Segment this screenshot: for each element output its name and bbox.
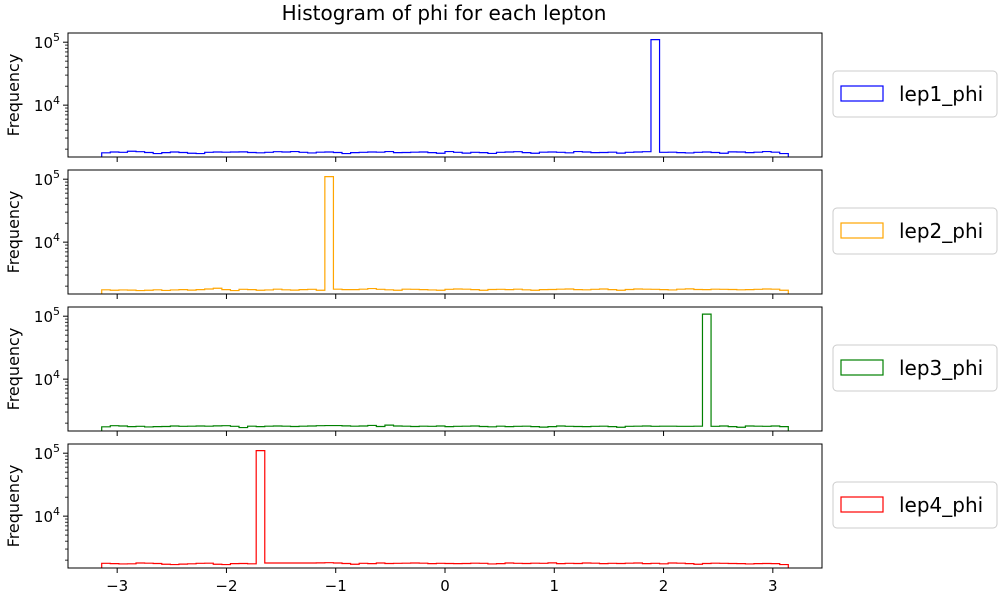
- x-tick-label: 0: [440, 577, 450, 595]
- x-tick-label: 1: [550, 577, 560, 595]
- x-tick-label: −1: [325, 577, 347, 595]
- histogram-step-lep1_phi: [101, 38, 789, 157]
- legend-label: lep3_phi: [899, 356, 983, 380]
- axes-frame-lep1_phi: [67, 32, 823, 158]
- y-axis-label: Frequency: [4, 328, 23, 411]
- panel-lep4_phi: 104 105 −3 −2 −1 0 1 2 3 Frequency lep4_phi: [4, 442, 998, 595]
- axes-frame-lep4_phi: [67, 443, 823, 569]
- axes-frame-lep2_phi: [67, 169, 823, 295]
- x-tick-label: 2: [659, 577, 669, 595]
- legend-lep1_phi: lep1_phi: [832, 70, 998, 118]
- panel-lep2_phi: 104 105 Frequency lep2_phi: [4, 168, 998, 299]
- legend-swatch: [840, 85, 884, 102]
- chart-title: Histogram of phi for each lepton: [282, 1, 607, 25]
- y-axis-label: Frequency: [4, 191, 23, 274]
- y-tick-label: 104: [34, 94, 60, 115]
- histogram-step-lep3_phi: [101, 313, 789, 431]
- legend-swatch: [840, 496, 884, 513]
- x-tick-label: −2: [215, 577, 237, 595]
- legend-box: [832, 70, 998, 118]
- panel-lep3_phi: 104 105 Frequency lep3_phi: [4, 305, 998, 436]
- axes-frame-lep3_phi: [67, 306, 823, 432]
- y-tick-label: 105: [34, 442, 60, 463]
- y-tick-label: 104: [34, 505, 60, 526]
- legend-box: [832, 207, 998, 255]
- y-tick-label: 105: [34, 305, 60, 326]
- histogram-step-lep4_phi: [101, 449, 789, 568]
- histogram-step-lep2_phi: [101, 175, 789, 294]
- legend-lep4_phi: lep4_phi: [832, 481, 998, 529]
- y-axis-label: Frequency: [4, 465, 23, 548]
- y-tick-label: 104: [34, 231, 60, 252]
- legend-label: lep1_phi: [899, 82, 983, 106]
- legend-swatch: [840, 359, 884, 376]
- x-tick-label: 3: [768, 577, 778, 595]
- y-tick-label: 104: [34, 368, 60, 389]
- legend-label: lep4_phi: [899, 493, 983, 517]
- legend-lep2_phi: lep2_phi: [832, 207, 998, 255]
- legend-swatch: [840, 222, 884, 239]
- x-tick-label: −3: [106, 577, 128, 595]
- legend-lep3_phi: lep3_phi: [832, 344, 998, 392]
- y-axis-label: Frequency: [4, 54, 23, 137]
- legend-label: lep2_phi: [899, 219, 983, 243]
- legend-box: [832, 344, 998, 392]
- panel-lep1_phi: 104 105 Frequency lep1_phi: [4, 31, 998, 162]
- y-tick-label: 105: [34, 31, 60, 52]
- legend-box: [832, 481, 998, 529]
- y-tick-label: 105: [34, 168, 60, 189]
